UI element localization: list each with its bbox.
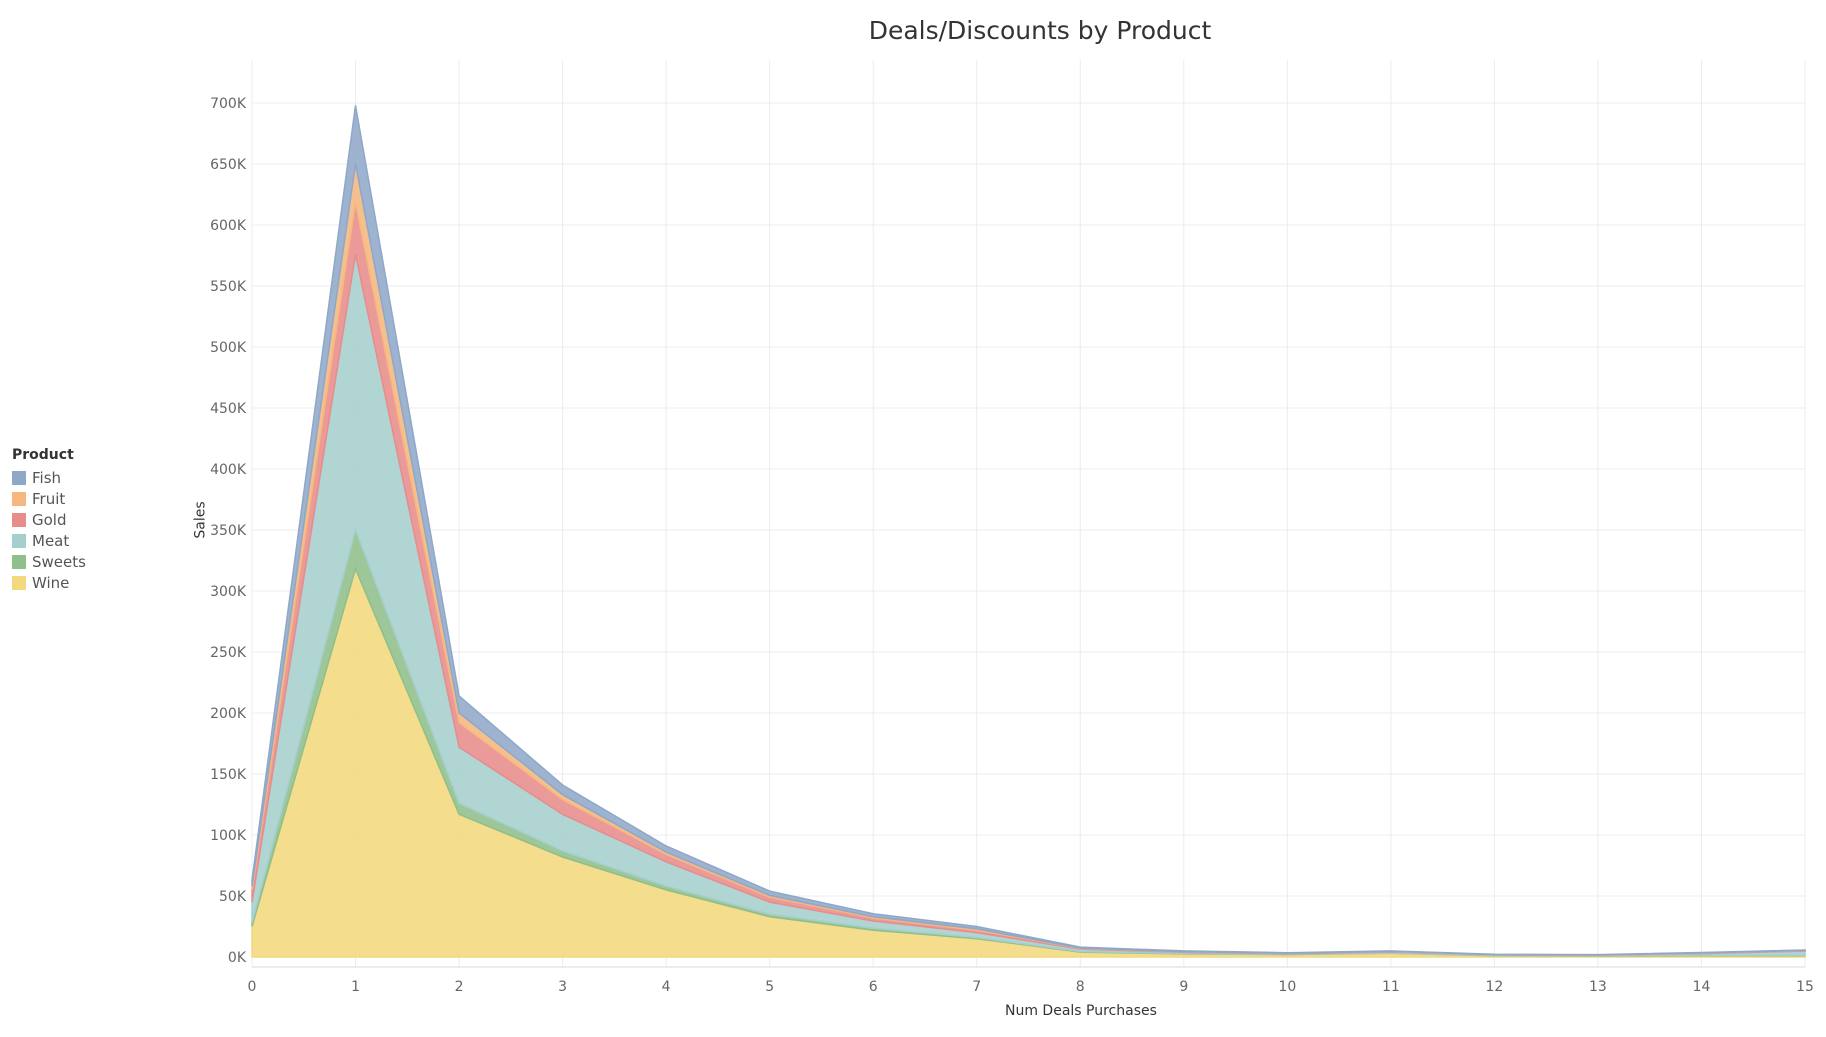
legend-item-sweets[interactable]: Sweets (12, 551, 86, 572)
y-tick-label: 500K (210, 340, 247, 356)
y-tick-label: 300K (210, 584, 247, 600)
x-tick-label: 15 (1796, 979, 1814, 995)
area-fish (251, 105, 1806, 956)
legend-label: Gold (32, 510, 67, 529)
stacked-areas (251, 105, 1806, 958)
y-axis-label: Sales (192, 501, 209, 539)
legend-swatch (12, 491, 26, 506)
grid-lines (251, 60, 1806, 968)
x-tick-label: 5 (765, 979, 774, 995)
y-tick-label: 700K (210, 96, 247, 112)
legend-label: Sweets (32, 552, 86, 571)
legend-item-gold[interactable]: Gold (12, 509, 86, 530)
legend-label: Meat (32, 531, 70, 550)
x-axis-ticks: 0 1 2 3 4 5 6 7 8 9 10 11 12 13 14 15 (248, 979, 1814, 995)
y-tick-label: 600K (210, 218, 247, 234)
x-tick-label: 2 (455, 979, 464, 995)
y-tick-label: 350K (210, 523, 247, 539)
x-tick-label: 10 (1278, 979, 1296, 995)
legend-swatch (12, 575, 26, 590)
y-tick-label: 400K (210, 462, 247, 478)
x-tick-label: 9 (1179, 979, 1188, 995)
legend-item-fish[interactable]: Fish (12, 467, 86, 488)
x-tick-label: 1 (351, 979, 360, 995)
y-tick-label: 100K (210, 828, 247, 844)
legend-title: Product (12, 447, 74, 463)
legend-swatch (12, 533, 26, 548)
x-tick-label: 12 (1485, 979, 1503, 995)
y-tick-label: 150K (210, 767, 247, 783)
x-tick-label: 6 (869, 979, 878, 995)
x-tick-label: 4 (662, 979, 671, 995)
y-tick-label: 50K (219, 889, 247, 905)
x-axis-label: Num Deals Purchases (1005, 1003, 1157, 1019)
y-tick-label: 0K (228, 950, 247, 966)
legend-item-fruit[interactable]: Fruit (12, 488, 86, 509)
legend-item-wine[interactable]: Wine (12, 572, 86, 593)
x-tick-label: 7 (972, 979, 981, 995)
y-tick-label: 450K (210, 401, 247, 417)
y-tick-label: 550K (210, 279, 247, 295)
x-tick-label: 3 (558, 979, 567, 995)
legend-item-meat[interactable]: Meat (12, 530, 86, 551)
legend: Product Fish Fruit Gold Meat Sweets Wine (12, 447, 86, 593)
x-tick-label: 14 (1693, 979, 1711, 995)
legend-items: Fish Fruit Gold Meat Sweets Wine (12, 467, 86, 593)
legend-swatch (12, 470, 26, 485)
x-tick-label: 11 (1382, 979, 1400, 995)
legend-swatch (12, 512, 26, 527)
x-tick-label: 13 (1589, 979, 1607, 995)
chart-title: Deals/Discounts by Product (868, 16, 1212, 45)
legend-label: Wine (32, 573, 70, 592)
legend-swatch (12, 554, 26, 569)
x-tick-label: 0 (248, 979, 257, 995)
y-axis-ticks: 0K 50K 100K 150K 200K 250K 300K 350K 400K 450K 500… (210, 96, 247, 966)
legend-label: Fish (32, 468, 62, 487)
x-tick-label: 8 (1076, 979, 1085, 995)
y-tick-label: 650K (210, 157, 247, 173)
legend-label: Fruit (32, 489, 66, 508)
y-tick-label: 200K (210, 706, 247, 722)
y-tick-label: 250K (210, 645, 247, 661)
